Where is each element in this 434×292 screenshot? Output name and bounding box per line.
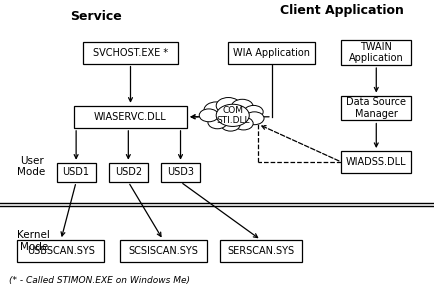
FancyBboxPatch shape	[341, 151, 410, 173]
FancyBboxPatch shape	[17, 240, 104, 262]
Text: Client Application: Client Application	[279, 4, 402, 17]
Text: WIA Application: WIA Application	[233, 48, 310, 58]
Text: USD2: USD2	[115, 167, 141, 177]
FancyBboxPatch shape	[219, 240, 302, 262]
Text: Service: Service	[70, 10, 121, 22]
FancyBboxPatch shape	[228, 42, 315, 64]
Circle shape	[216, 98, 240, 114]
Text: COM
STI.DLL: COM STI.DLL	[215, 106, 249, 125]
Circle shape	[216, 104, 249, 126]
Circle shape	[207, 116, 227, 129]
Text: Kernel
Mode: Kernel Mode	[17, 230, 50, 252]
Text: USD1: USD1	[62, 167, 89, 177]
Circle shape	[220, 118, 240, 131]
Circle shape	[233, 117, 253, 130]
Circle shape	[244, 112, 263, 125]
Circle shape	[199, 109, 218, 122]
Text: TWAIN
Application: TWAIN Application	[348, 42, 403, 63]
Text: USBSCAN.SYS: USBSCAN.SYS	[27, 246, 95, 256]
Circle shape	[231, 99, 253, 114]
FancyBboxPatch shape	[56, 163, 95, 182]
FancyBboxPatch shape	[341, 96, 410, 120]
FancyBboxPatch shape	[161, 163, 200, 182]
Text: Data Source
Manager: Data Source Manager	[345, 97, 405, 119]
FancyBboxPatch shape	[341, 40, 410, 65]
FancyBboxPatch shape	[119, 240, 206, 262]
Text: (* - Called STIMON.EXE on Windows Me): (* - Called STIMON.EXE on Windows Me)	[9, 276, 189, 285]
Circle shape	[204, 102, 228, 118]
Text: User
Mode: User Mode	[17, 156, 46, 177]
Text: SVCHOST.EXE *: SVCHOST.EXE *	[93, 48, 168, 58]
Text: WIADSS.DLL: WIADSS.DLL	[345, 157, 406, 167]
FancyBboxPatch shape	[82, 42, 178, 64]
Circle shape	[243, 105, 263, 118]
Text: SCSISCAN.SYS: SCSISCAN.SYS	[128, 246, 197, 256]
Text: WIASERVC.DLL: WIASERVC.DLL	[94, 112, 167, 122]
Text: USD3: USD3	[167, 167, 194, 177]
FancyBboxPatch shape	[74, 106, 187, 128]
Text: SERSCAN.SYS: SERSCAN.SYS	[227, 246, 294, 256]
FancyBboxPatch shape	[108, 163, 148, 182]
